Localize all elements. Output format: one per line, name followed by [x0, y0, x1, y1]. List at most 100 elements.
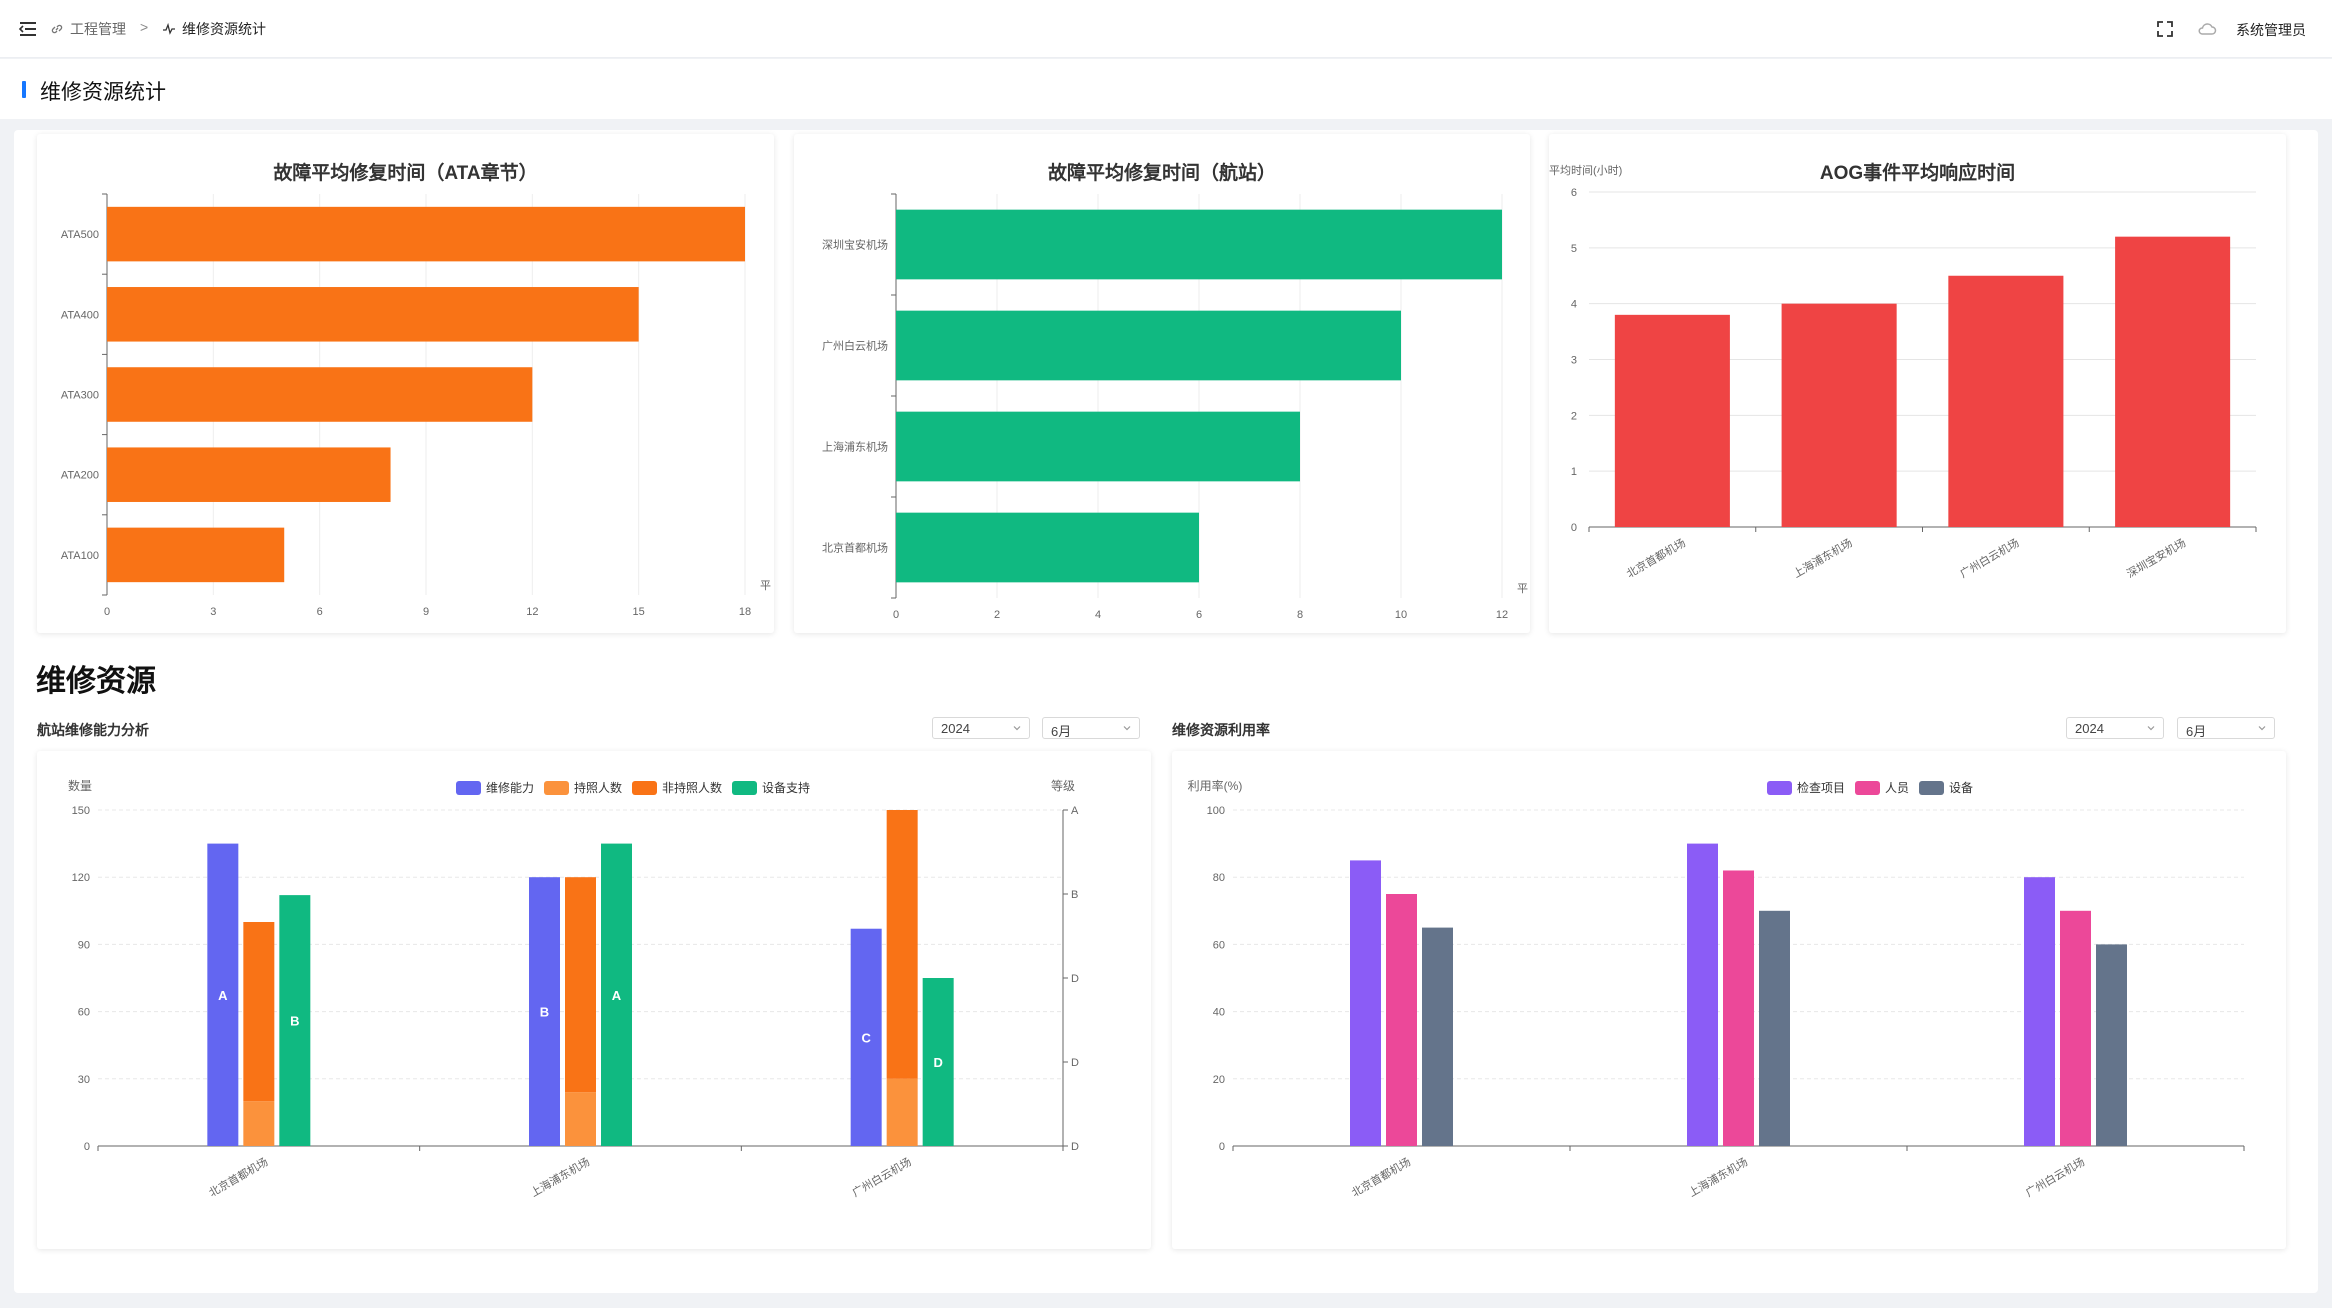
y-tick-label: 90	[78, 939, 90, 951]
chart-card-station: 故障平均修复时间（航站） 0 2 4 6 8 10 12 北京首都机场 上海浦东机场 广州白云机场…	[794, 134, 1530, 633]
x-tick-label: 10	[1395, 609, 1407, 621]
aog-chart: 0 1 2 3 4 5 6 平均时间(小时) 北京首都机场 上海浦东机场 广州白云机场 深圳宝安机场	[1549, 164, 2257, 581]
chevron-down-icon	[2258, 726, 2266, 731]
breadcrumb-item-engineering[interactable]: 工程管理	[50, 18, 126, 40]
bar	[1781, 303, 1897, 527]
year-select-utilization[interactable]: 2024	[2066, 717, 2164, 739]
category-label: 广州白云机场	[1957, 535, 2021, 580]
page-header: 维修资源统计	[0, 59, 2332, 119]
legend-swatch	[1766, 781, 1792, 795]
y-tick-label: 4	[1571, 299, 1577, 311]
category-label: 广州白云机场	[2023, 1154, 2087, 1199]
bar	[1723, 870, 1754, 1146]
bar	[243, 922, 275, 1102]
chart-title: 故障平均修复时间（航站）	[1047, 163, 1276, 184]
breadcrumb-item-current[interactable]: 维修资源统计	[162, 18, 266, 40]
y-tick-label: 3	[1571, 355, 1577, 367]
y-tick-label: 30	[78, 1074, 90, 1086]
breadcrumb-label: 工程管理	[70, 21, 126, 37]
select-value: 6月	[2186, 724, 2207, 739]
user-name[interactable]: 系统管理员	[2236, 22, 2306, 38]
legend-swatch	[1919, 781, 1945, 795]
select-value: 2024	[941, 721, 970, 736]
select-value: 6月	[1051, 724, 1072, 739]
bar	[107, 527, 285, 583]
legend-label: 检查项目	[1797, 780, 1845, 795]
year-select-capability[interactable]: 2024	[932, 717, 1030, 739]
legend-label: 设备	[1949, 781, 1973, 795]
y-tick-label: 60	[1213, 939, 1225, 951]
activity-icon	[163, 22, 175, 35]
bar	[896, 209, 1502, 280]
bar	[896, 411, 1300, 482]
month-select-capability[interactable]: 6月	[1042, 717, 1140, 739]
y-tick-label: 80	[1213, 872, 1225, 884]
x-axis-label: 平	[760, 580, 771, 592]
category-label: ATA400	[61, 309, 99, 321]
bar-data-label: A	[612, 988, 622, 1003]
y-tick-label: 120	[72, 872, 90, 884]
y-axis-label: 数量	[68, 778, 92, 793]
x-tick-label: 12	[1496, 609, 1508, 621]
category-label: ATA100	[61, 550, 99, 562]
bar	[896, 310, 1401, 381]
bar	[243, 1101, 275, 1146]
bar	[886, 810, 918, 1079]
category-label: 上海浦东机场	[1686, 1154, 1750, 1199]
bar-data-label: D	[933, 1055, 942, 1070]
x-tick-label: 9	[423, 606, 429, 618]
cloud-icon[interactable]	[2196, 18, 2218, 40]
legend-swatch	[631, 781, 657, 795]
category-label: 上海浦东机场	[528, 1154, 592, 1199]
legend-swatch	[732, 781, 758, 795]
chart-card-aog: AOG事件平均响应时间 0 1 2 3 4 5 6 平均时间(小时) 北京首都机场 上海浦东机场 广…	[1549, 134, 2286, 633]
category-label: 北京首都机场	[822, 541, 888, 555]
x-tick-label: 0	[893, 609, 899, 621]
bar	[1350, 860, 1381, 1146]
month-select-utilization[interactable]: 6月	[2177, 717, 2275, 739]
y-tick-label: 6	[1571, 187, 1577, 199]
x-tick-label: 8	[1297, 609, 1303, 621]
category-label: 广州白云机场	[850, 1154, 914, 1199]
y-tick-label: 5	[1571, 243, 1577, 255]
bar-data-label: C	[861, 1030, 871, 1045]
fullscreen-icon[interactable]	[2154, 18, 2176, 40]
bar	[565, 877, 596, 1093]
breadcrumb-label: 维修资源统计	[182, 21, 266, 37]
y-tick-label: 100	[1207, 805, 1225, 817]
chart-title: AOG事件平均响应时间	[1819, 163, 2016, 184]
category-label: 北京首都机场	[206, 1154, 270, 1199]
chart-title: 故障平均修复时间（ATA章节）	[273, 163, 538, 184]
y-tick-label: 2	[1571, 410, 1577, 422]
bar	[2096, 944, 2127, 1146]
right-tick-label: A	[1071, 805, 1079, 817]
legend-label: 维修能力	[486, 780, 534, 795]
bar	[2024, 877, 2055, 1146]
breadcrumb-separator: >	[140, 19, 149, 35]
category-label: 深圳宝安机场	[822, 238, 888, 252]
menu-fold-icon[interactable]	[18, 19, 38, 39]
page-title: 维修资源统计	[40, 81, 166, 104]
ata-chart: 0 3 6 9 12 15 18 ATA100 ATA200 ATA300 ATA400 ATA500…	[61, 193, 771, 618]
bar	[279, 895, 311, 1146]
bar	[529, 877, 560, 1146]
y-tick-label: 1	[1571, 466, 1577, 478]
y-tick-label: 60	[78, 1007, 90, 1019]
legend-swatch	[455, 781, 481, 795]
category-label: 上海浦东机场	[822, 440, 888, 454]
y-tick-label: 40	[1213, 1007, 1225, 1019]
bar	[2115, 236, 2231, 527]
x-tick-label: 6	[317, 606, 323, 618]
y-axis-label: 平均时间(小时)	[1549, 164, 1622, 177]
panel-title-utilization: 维修资源利用率	[1172, 722, 1270, 738]
y-tick-label: 0	[1219, 1141, 1225, 1153]
legend-swatch	[543, 781, 569, 795]
chart-card-capability: 0 30 60 90 120 150 数量 等级 D D D B A A B 北京首都机场 B A 上海浦东机场 C D…	[37, 751, 1151, 1249]
category-label: ATA200	[61, 470, 99, 482]
bar	[565, 1092, 596, 1146]
x-tick-label: 12	[526, 606, 538, 618]
bar	[601, 843, 632, 1146]
chevron-down-icon	[1123, 726, 1131, 731]
legend-label: 非持照人数	[662, 780, 722, 795]
